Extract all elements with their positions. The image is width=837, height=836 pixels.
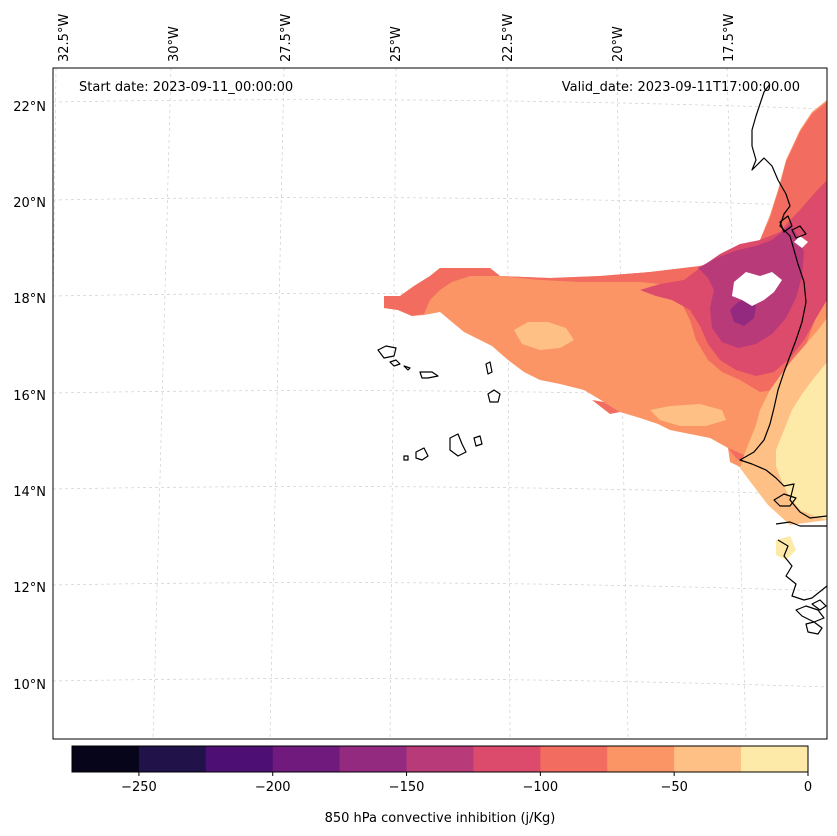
colorbar-tick-label: −50 [660, 780, 687, 795]
colorbar-frame [71, 745, 809, 773]
colorbar-swatch [540, 746, 608, 772]
coastlines [377, 83, 827, 635]
santo-antao-island [377, 345, 397, 359]
colorbar-swatch [607, 746, 675, 772]
colorbar-swatch [138, 746, 207, 772]
meridian-line [726, 68, 747, 739]
parallel-line [53, 486, 827, 496]
meridian-line [152, 68, 172, 739]
meridian-line [616, 68, 629, 739]
lon-label: 32.5°W [57, 14, 72, 62]
africa-coastline [739, 83, 827, 519]
contour-fill [592, 400, 620, 414]
start-date-label: Start date: 2023-09-11_00:00:00 [79, 80, 293, 95]
lat-label: 20°N [13, 196, 46, 211]
bijagos-island [811, 599, 827, 611]
lat-label: 18°N [13, 292, 46, 307]
colorbar-swatch [406, 746, 474, 772]
colorbar-ticks: −250 −200 −150 −100 −50 0 [121, 772, 812, 795]
map-frame [52, 67, 828, 740]
meridian-line [389, 68, 397, 739]
lon-label: 25°W [389, 26, 404, 62]
colorbar-swatch [272, 746, 341, 772]
latitude-labels: 22°N 20°N 18°N 16°N 14°N 12°N 10°N [13, 100, 46, 693]
coastline-islet [779, 215, 793, 233]
contour-fill [514, 322, 574, 350]
colorbar-tick-label: −100 [523, 780, 559, 795]
colorbar-swatch [72, 746, 140, 772]
santa-luzia-island [403, 365, 411, 371]
colorbar-swatch [205, 746, 274, 772]
sal-island [485, 361, 493, 375]
meridian-line [269, 68, 285, 739]
parallel-line [53, 390, 827, 400]
contour-fill [730, 298, 756, 326]
colorbar-swatch [339, 746, 408, 772]
colorbar-label: 850 hPa convective inhibition (j/Kg) [325, 811, 556, 826]
colorbar [72, 746, 809, 772]
bijagos-island [805, 621, 823, 635]
gambia-coast [775, 521, 827, 527]
fogo-island [415, 447, 429, 461]
lat-label: 22°N [13, 100, 46, 115]
sao-vicente-island [389, 359, 401, 367]
coastline-islet [773, 493, 797, 507]
lat-label: 10°N [13, 678, 46, 693]
boa-vista-island [487, 389, 501, 403]
lon-label: 27.5°W [279, 14, 294, 62]
colorbar-swatch [473, 746, 541, 772]
missing-data-region [794, 236, 808, 248]
lat-label: 12°N [13, 581, 46, 596]
meridian-line [506, 68, 511, 739]
graticule [53, 68, 827, 739]
santiago-island [449, 433, 467, 457]
lat-label: 16°N [13, 389, 46, 404]
cin-contours [384, 100, 827, 560]
lat-label: 14°N [13, 485, 46, 500]
colorbar-swatch [741, 746, 809, 772]
coastline-islet [791, 225, 807, 239]
parallel-line [53, 293, 827, 303]
contour-fill [650, 404, 726, 426]
bijagos-island [795, 605, 825, 623]
sao-nicolau-island [419, 371, 439, 379]
colorbar-tick-label: 0 [804, 780, 812, 795]
longitude-labels: 32.5°W 30°W 27.5°W 25°W 22.5°W 20°W 17.5… [57, 14, 737, 62]
lon-label: 17.5°W [722, 14, 737, 62]
parallel-line [53, 99, 827, 110]
parallel-line [53, 582, 827, 592]
colorbar-swatch [674, 746, 742, 772]
colorbar-tick-label: −200 [255, 780, 291, 795]
contour-fill [384, 100, 827, 495]
parallel-line [53, 678, 827, 688]
valid-date-label: Valid_date: 2023-09-11T17:00:00.00 [562, 80, 800, 95]
lon-label: 22.5°W [501, 14, 516, 62]
contour-fill [776, 362, 827, 520]
colorbar-tick-label: −150 [389, 780, 425, 795]
lon-label: 30°W [167, 26, 182, 62]
lon-label: 20°W [611, 26, 626, 62]
parallel-line [53, 197, 827, 207]
maio-island [473, 435, 483, 447]
brava-island [403, 455, 409, 461]
missing-data-region [732, 272, 782, 306]
colorbar-tick-label: −250 [121, 780, 157, 795]
guinea-bissau-coast [777, 539, 827, 601]
